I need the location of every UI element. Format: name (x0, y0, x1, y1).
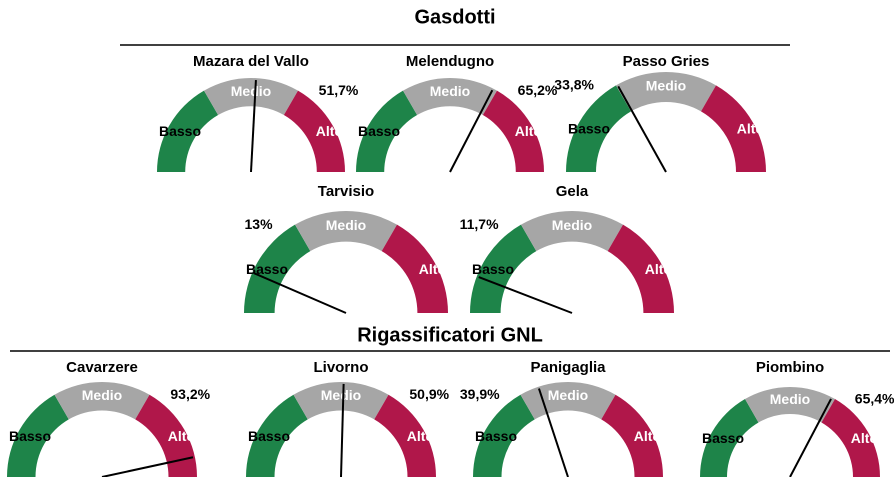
band-label: Alto (515, 123, 542, 139)
needle (253, 272, 347, 314)
gauge-title: Gela (556, 183, 589, 200)
section-title: Gasdotti (414, 6, 495, 28)
gauge-title: Mazara del Vallo (193, 53, 309, 70)
band-label: Medio (430, 83, 470, 99)
gauge-band (244, 224, 311, 313)
gauge-band (566, 85, 631, 172)
band-label: Basso (246, 261, 288, 277)
band-label: Medio (646, 78, 686, 94)
needle (250, 79, 257, 173)
band-label: Medio (548, 387, 588, 403)
gauge-title: Tarvisio (318, 183, 374, 200)
needle (101, 456, 194, 477)
section-title: Rigassificatori GNL (357, 324, 543, 346)
gauge-title: Livorno (314, 359, 369, 376)
needle (538, 388, 569, 477)
band-label: Medio (326, 217, 366, 233)
gauge-band (157, 90, 219, 172)
band-label: Alto (634, 428, 661, 444)
gauge-band (295, 211, 397, 252)
gauge-band (204, 78, 298, 116)
gauge-band (246, 394, 308, 477)
value-label: 50,9% (409, 386, 449, 402)
band-label: Basso (9, 428, 51, 444)
band-label: Alto (407, 428, 434, 444)
needle (789, 398, 832, 477)
gauge-band (473, 394, 535, 477)
value-label: 65,2% (518, 82, 558, 98)
gauge-band (403, 78, 497, 116)
gauge-band (293, 382, 389, 420)
gauge-band (54, 382, 150, 420)
band-label: Alto (737, 121, 764, 137)
gauge-band (374, 394, 436, 477)
value-label: 51,7% (319, 82, 359, 98)
value-label: 39,9% (460, 386, 500, 402)
gauge-band (616, 71, 716, 112)
band-label: Medio (231, 83, 271, 99)
value-label: 11,7% (460, 216, 499, 232)
band-label: Basso (248, 428, 290, 444)
band-label: Alto (645, 261, 672, 277)
band-label: Alto (168, 428, 195, 444)
gauge-band (381, 224, 448, 313)
band-label: Alto (851, 430, 878, 446)
needle (449, 89, 494, 173)
gauge-band (520, 382, 616, 420)
band-label: Basso (568, 121, 610, 137)
gauge-band (745, 386, 835, 423)
needle (478, 276, 573, 314)
gauge-band (283, 90, 345, 172)
value-label: 13% (245, 216, 274, 232)
band-label: Basso (358, 123, 400, 139)
gauge-title: Panigaglia (530, 359, 606, 376)
gauge-band (700, 399, 759, 477)
gauge-band (135, 394, 197, 477)
band-label: Medio (82, 387, 122, 403)
gauge-title: Piombino (756, 359, 824, 376)
gauge-band (356, 90, 418, 172)
gauge-band (521, 211, 623, 252)
band-label: Basso (475, 428, 517, 444)
value-label: 33,8% (554, 77, 594, 93)
band-label: Alto (316, 123, 343, 139)
band-label: Medio (552, 217, 592, 233)
band-label: Basso (702, 430, 744, 446)
band-label: Medio (321, 387, 361, 403)
gauge-band (821, 399, 880, 477)
gauge-title: Cavarzere (66, 359, 138, 376)
band-label: Medio (770, 391, 810, 407)
needle (340, 383, 345, 477)
gauge-band (482, 90, 544, 172)
gauge-band (470, 224, 537, 313)
needle (617, 85, 667, 173)
band-label: Alto (419, 261, 446, 277)
band-label: Basso (159, 123, 201, 139)
gauge-band (601, 394, 663, 477)
gauge-band (7, 394, 69, 477)
gauge-title: Melendugno (406, 53, 494, 70)
gauge-title: Passo Gries (623, 53, 710, 70)
value-label: 93,2% (170, 386, 210, 402)
gauge-band (701, 85, 766, 172)
value-label: 65,4% (855, 390, 894, 406)
gauge-band (607, 224, 674, 313)
band-label: Basso (472, 261, 514, 277)
